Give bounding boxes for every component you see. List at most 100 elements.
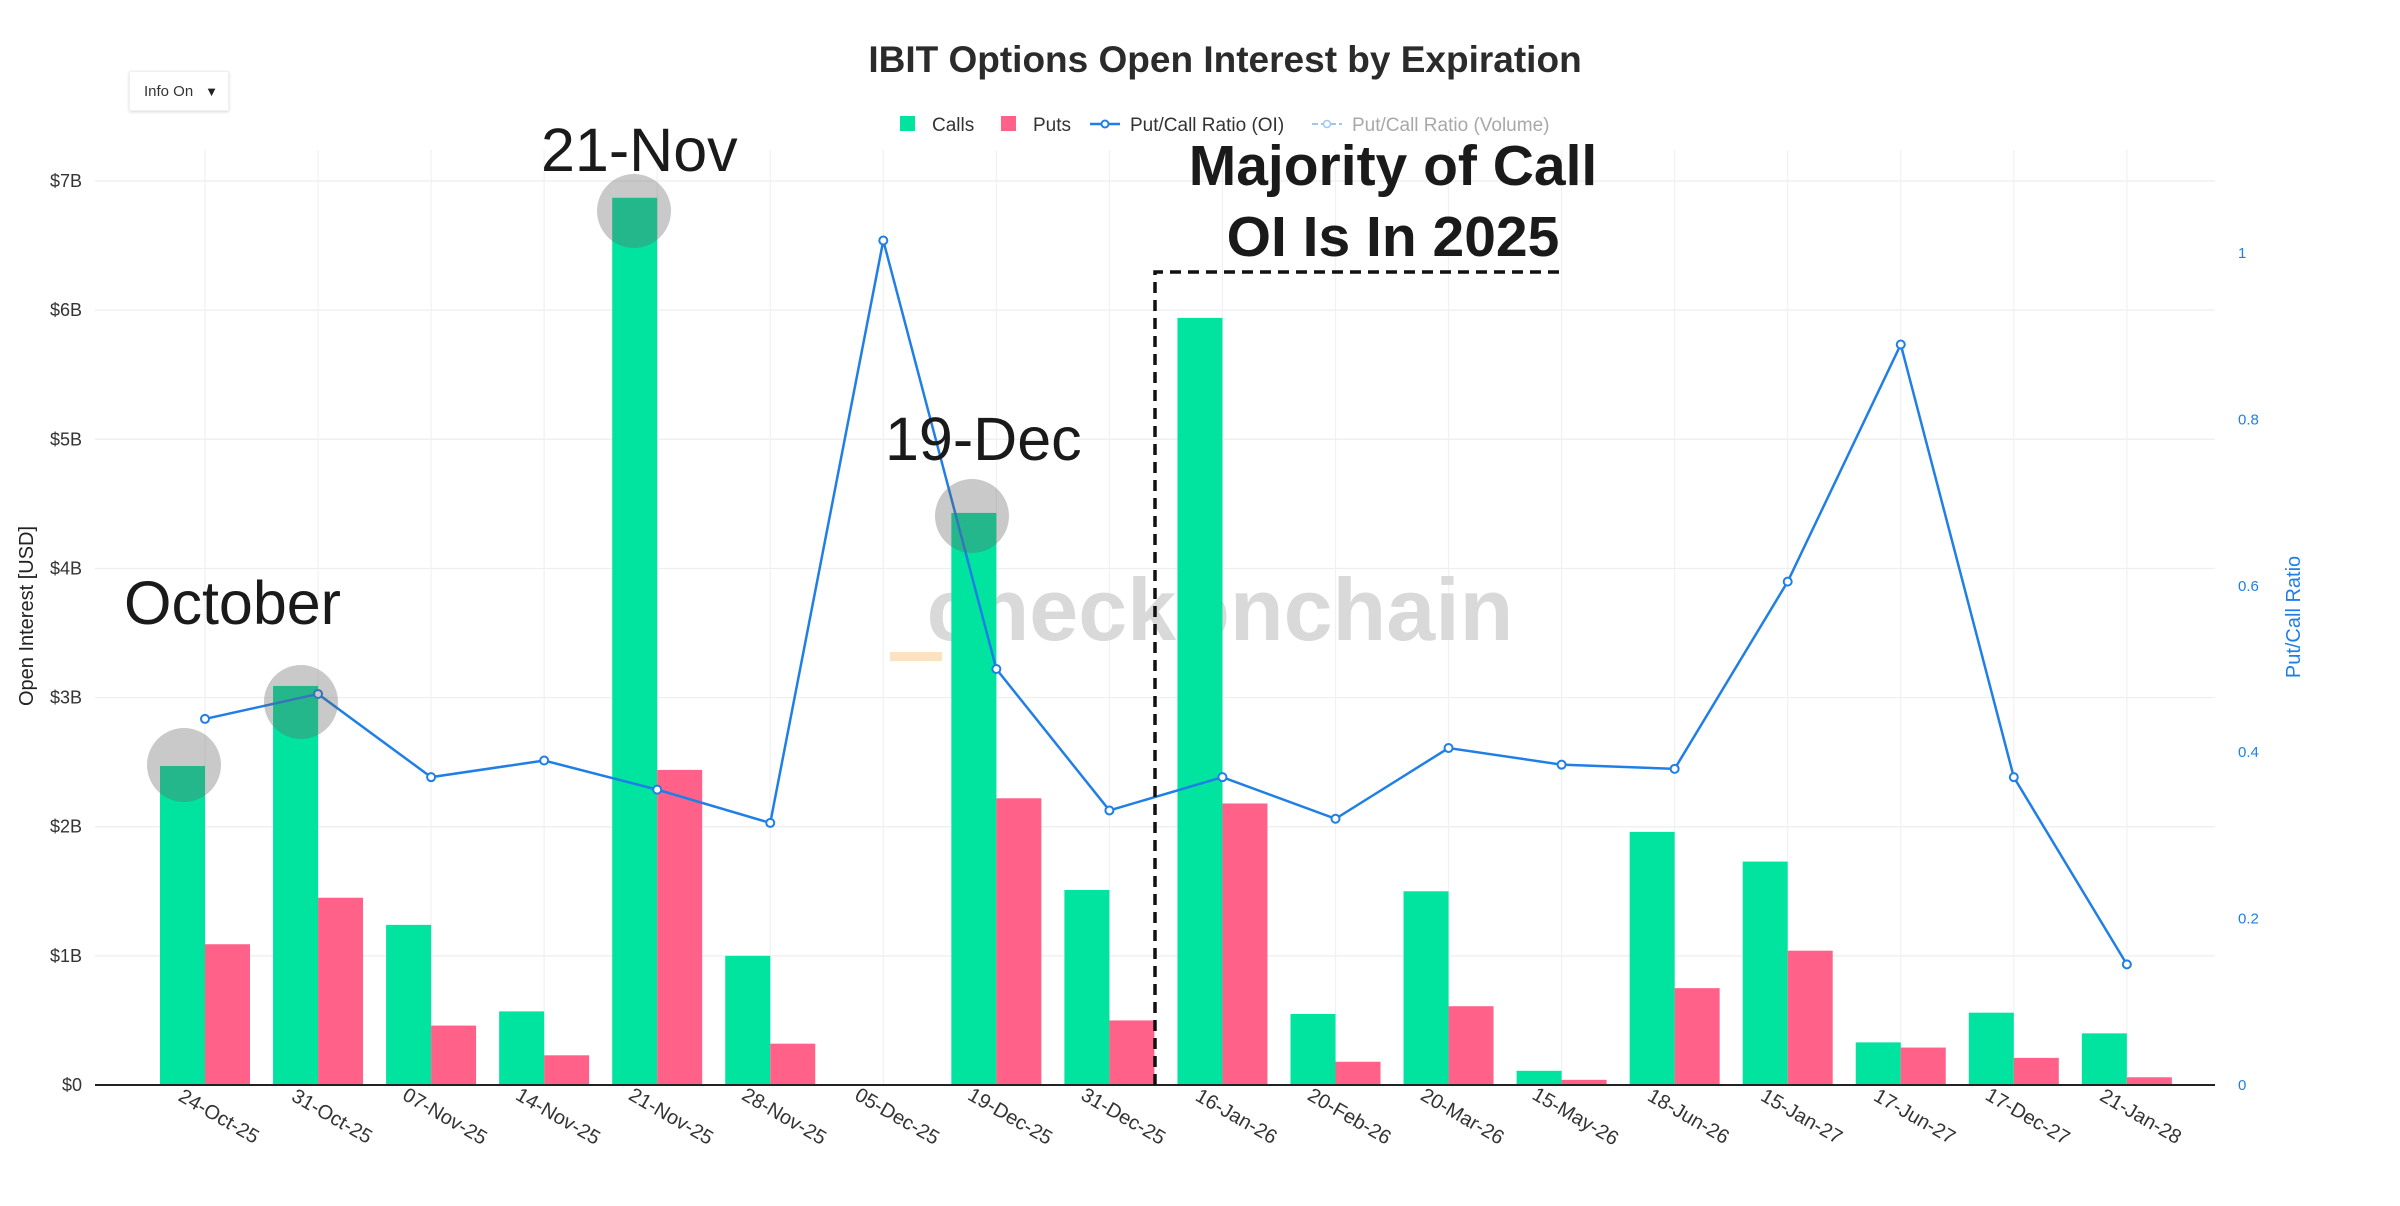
bar-calls[interactable]: [160, 766, 205, 1085]
bar-puts[interactable]: [1448, 1006, 1494, 1085]
y-tick-label: $5B: [50, 429, 82, 449]
y2-axis-title: Put/Call Ratio: [2283, 556, 2305, 678]
info-toggle-select[interactable]: Info On ▼: [129, 71, 229, 111]
ratio-oi-point[interactable]: [652, 784, 663, 795]
ratio-oi-point[interactable]: [878, 235, 889, 246]
ratio-oi-point[interactable]: [2121, 959, 2132, 970]
y2-tick-label: 0.4: [2238, 744, 2259, 761]
bar-puts[interactable]: [1109, 1020, 1155, 1085]
bar-calls[interactable]: [2081, 1033, 2127, 1085]
ratio-line: [200, 235, 2132, 970]
ratio-oi-point[interactable]: [1669, 763, 1680, 774]
bar-calls[interactable]: [1516, 1070, 1562, 1085]
annotation-dashed-bracket: [1153, 270, 1563, 1085]
bars: [160, 197, 2172, 1085]
ratio-oi-point[interactable]: [1782, 576, 1793, 587]
x-tick-label: 24-Oct-25: [175, 1085, 263, 1149]
bar-calls[interactable]: [612, 197, 658, 1085]
y2-tick-label: 0.6: [2238, 578, 2259, 595]
highlight-markers: [147, 174, 1009, 802]
x-tick-label: 21-Nov-25: [625, 1084, 717, 1150]
legend-ratio-vol-marker: [1322, 119, 1332, 129]
highlight-circle-dec19: [935, 479, 1009, 553]
y-tick-label: $2B: [50, 817, 82, 837]
y2-tick-label: 1: [2238, 245, 2246, 262]
annotation-majority-line2: OI Is In 2025: [1227, 205, 1560, 269]
bar-puts[interactable]: [431, 1025, 477, 1085]
x-tick-label: 28-Nov-25: [738, 1084, 830, 1150]
chart-title: IBIT Options Open Interest by Expiration: [868, 39, 1581, 80]
ratio-oi-point[interactable]: [1895, 339, 1906, 350]
x-tick-label: 15-Jan-27: [1757, 1085, 1846, 1149]
bar-calls[interactable]: [1064, 889, 1110, 1085]
y2-tick-label: 0.2: [2238, 911, 2259, 928]
ratio-oi-line: [204, 240, 2128, 966]
x-tick-label: 31-Oct-25: [288, 1085, 376, 1149]
highlight-circle-oct31: [264, 665, 338, 739]
bar-calls[interactable]: [1290, 1013, 1336, 1085]
bar-puts[interactable]: [770, 1043, 816, 1085]
bar-puts[interactable]: [2013, 1057, 2059, 1085]
bar-puts[interactable]: [1787, 950, 1833, 1085]
legend-ratio-oi-marker: [1100, 119, 1110, 129]
y-tick-label: $6B: [50, 300, 82, 320]
annotation-19-dec: 19-Dec: [885, 405, 1082, 473]
bar-puts[interactable]: [996, 798, 1042, 1085]
legend-ratio-oi-label[interactable]: Put/Call Ratio (OI): [1130, 115, 1284, 136]
bar-calls[interactable]: [1968, 1012, 2014, 1085]
info-toggle-label: Info On: [144, 82, 194, 100]
annotation-21-nov: 21-Nov: [541, 116, 738, 184]
y-axis-title: Open Interest [USD]: [16, 526, 38, 706]
bar-puts[interactable]: [657, 769, 703, 1085]
highlight-circle-nov21: [597, 174, 671, 248]
annotation-october: October: [124, 569, 341, 637]
legend-ratio-vol-label[interactable]: Put/Call Ratio (Volume): [1352, 115, 1549, 136]
x-tick-label: 05-Dec-25: [851, 1084, 943, 1150]
y2-tick-label: 0.8: [2238, 411, 2259, 428]
bar-calls[interactable]: [1403, 891, 1449, 1085]
watermark-dash: [890, 652, 942, 661]
ratio-oi-point[interactable]: [539, 755, 550, 766]
bar-puts[interactable]: [1674, 988, 1720, 1085]
ratio-oi-point[interactable]: [991, 664, 1002, 674]
bar-puts[interactable]: [1561, 1079, 1607, 1085]
ratio-oi-point[interactable]: [1217, 772, 1228, 783]
ratio-oi-point[interactable]: [1104, 805, 1115, 816]
bar-calls[interactable]: [386, 924, 432, 1085]
legend-calls-swatch[interactable]: [900, 116, 915, 131]
ratio-oi-point[interactable]: [200, 713, 210, 724]
y-tick-label: $7B: [50, 171, 82, 191]
bar-puts[interactable]: [2126, 1077, 2172, 1085]
bar-puts[interactable]: [1222, 803, 1268, 1085]
x-tick-label: 18-Jun-26: [1644, 1085, 1733, 1149]
x-tick-label: 20-Mar-26: [1417, 1084, 1508, 1149]
ratio-oi-point[interactable]: [1556, 759, 1567, 770]
bar-calls[interactable]: [1742, 861, 1788, 1085]
bar-calls[interactable]: [273, 685, 319, 1085]
x-tick-label: 15-May-26: [1528, 1083, 1622, 1150]
legend: Calls Puts Put/Call Ratio (OI) Put/Call …: [900, 115, 1549, 136]
legend-puts-label[interactable]: Puts: [1033, 115, 1071, 136]
ratio-oi-point[interactable]: [1330, 813, 1341, 824]
y-tick-label: $0: [62, 1075, 82, 1095]
ratio-oi-point[interactable]: [1443, 743, 1454, 754]
bar-calls[interactable]: [1177, 317, 1223, 1085]
bar-calls[interactable]: [951, 512, 997, 1085]
ratio-oi-point[interactable]: [2008, 772, 2019, 783]
bar-puts[interactable]: [1335, 1061, 1381, 1085]
bar-calls[interactable]: [1629, 831, 1675, 1085]
ratio-oi-point[interactable]: [426, 772, 437, 783]
legend-calls-label[interactable]: Calls: [932, 115, 974, 136]
ratio-oi-point[interactable]: [313, 688, 324, 699]
bar-puts[interactable]: [205, 944, 250, 1085]
bar-calls[interactable]: [1855, 1042, 1901, 1085]
bar-puts[interactable]: [1900, 1047, 1946, 1085]
bar-puts[interactable]: [318, 897, 364, 1085]
ratio-oi-point[interactable]: [765, 817, 776, 828]
bar-calls[interactable]: [725, 955, 771, 1085]
legend-puts-swatch[interactable]: [1001, 116, 1016, 131]
bar-puts[interactable]: [544, 1055, 590, 1085]
x-tick-label: 21-Jan-28: [2096, 1085, 2185, 1149]
bar-calls[interactable]: [499, 1011, 545, 1085]
y2-tick-label: 0: [2238, 1077, 2246, 1094]
